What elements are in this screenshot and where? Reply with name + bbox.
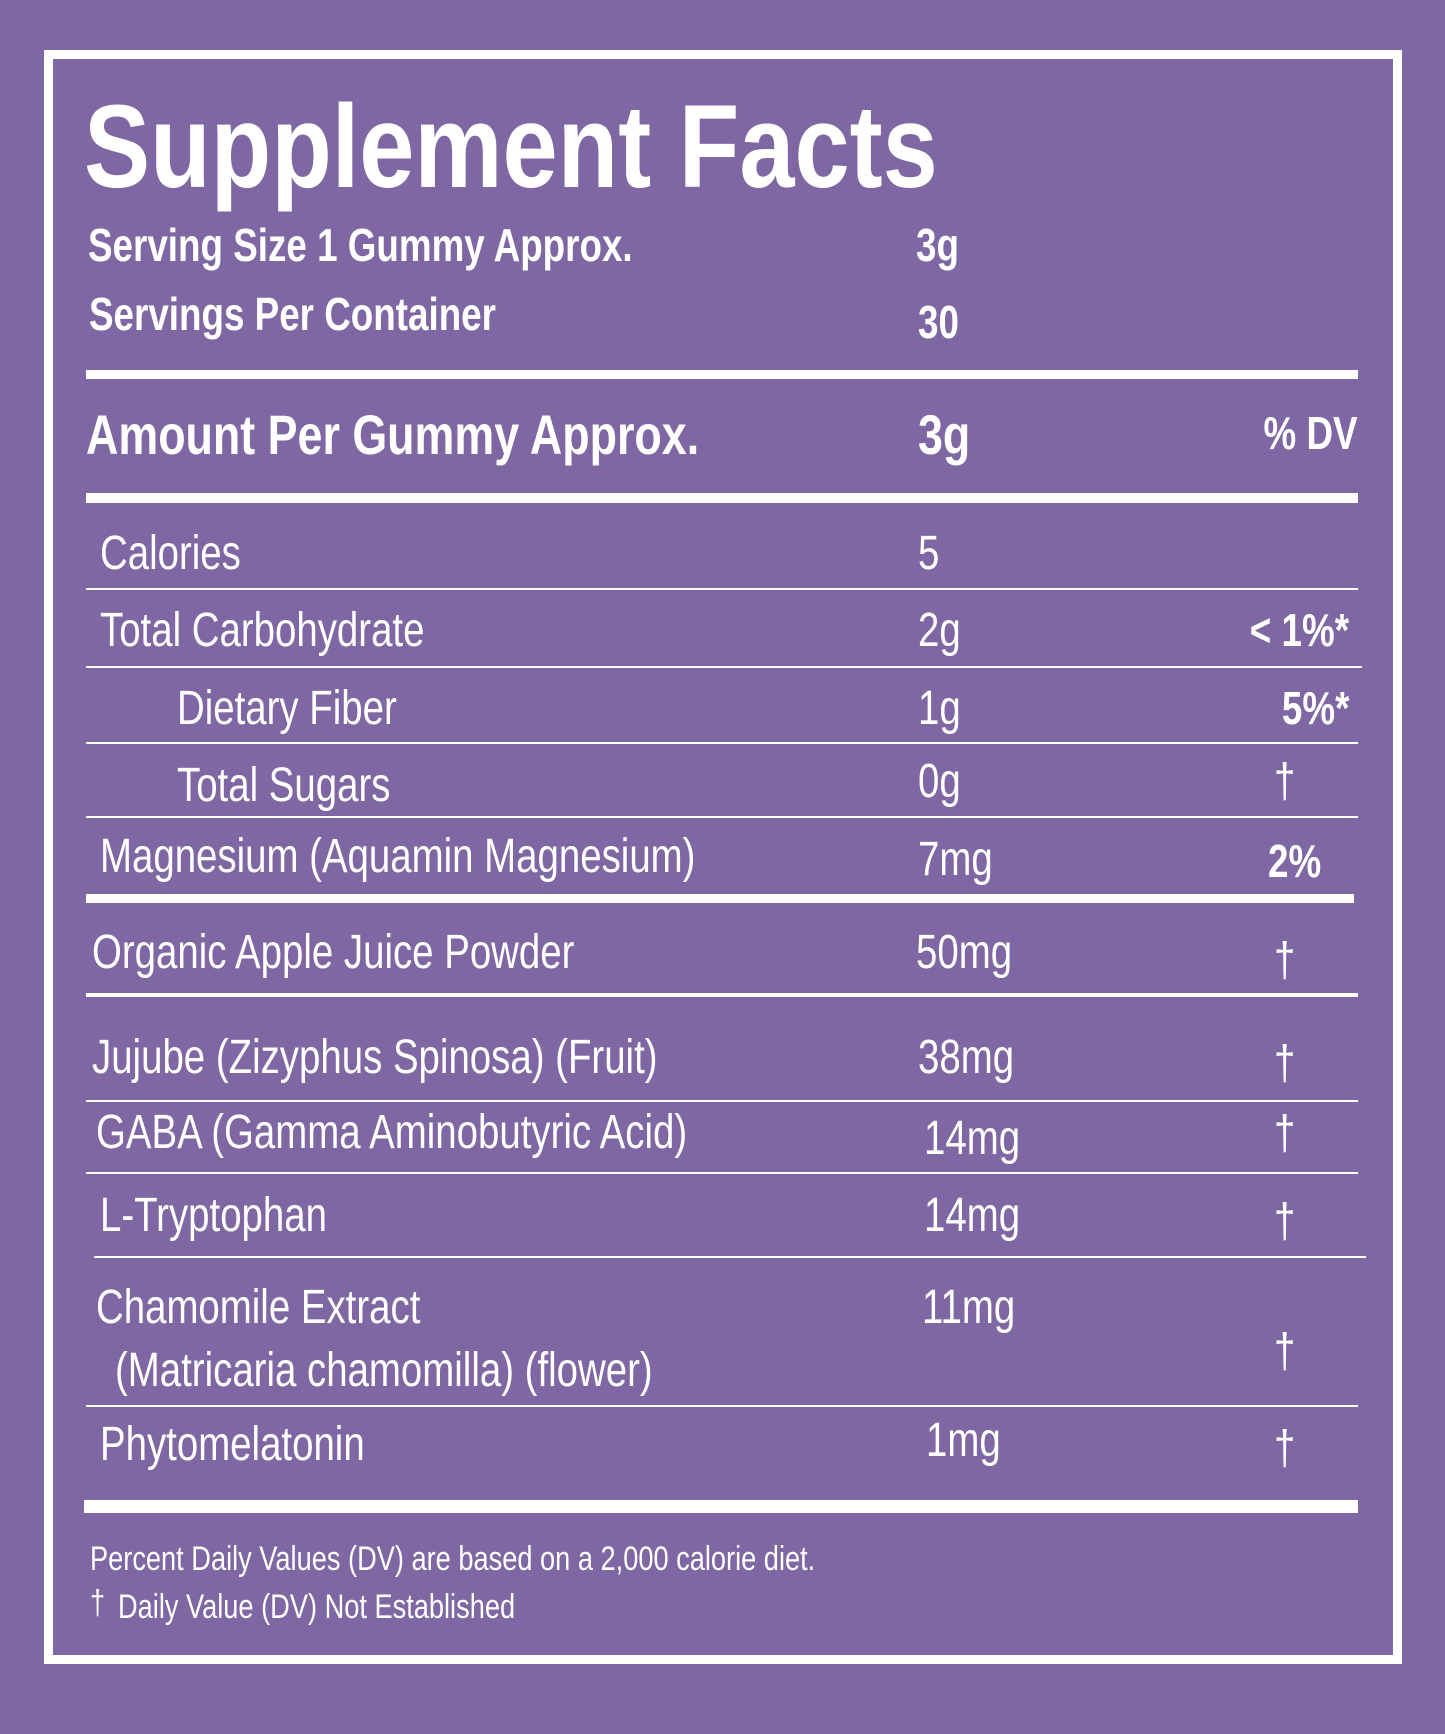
footnote-dagger: Daily Value (DV) Not Established — [118, 1588, 516, 1626]
row-amount: 50mg — [916, 926, 1013, 979]
row-amount: 14mg — [924, 1189, 1021, 1242]
amount-per-value: 3g — [918, 403, 971, 466]
divider — [86, 894, 1354, 903]
row-amount: 1g — [918, 682, 961, 735]
dagger-icon: † — [1274, 1037, 1296, 1090]
footnote-dv: Percent Daily Values (DV) are based on a… — [90, 1540, 816, 1578]
row-label: Jujube (Zizyphus Spinosa) (Fruit) — [92, 1031, 658, 1084]
divider — [86, 493, 1358, 503]
label-border — [44, 50, 1402, 1664]
divider — [86, 993, 1358, 997]
divider — [86, 1172, 1358, 1174]
divider — [86, 1405, 1358, 1407]
dagger-icon: † — [1274, 755, 1296, 808]
divider — [86, 370, 1358, 379]
row-amount: 7mg — [918, 833, 993, 886]
row-label: Phytomelatonin — [100, 1418, 365, 1471]
divider — [86, 816, 1358, 818]
serving-size-label: Serving Size 1 Gummy Approx. — [88, 219, 633, 271]
row-dv: < 1%* — [1249, 604, 1349, 656]
dagger-icon: † — [1274, 1422, 1296, 1475]
divider — [86, 742, 1358, 744]
row-label: Total Carbohydrate — [100, 604, 425, 657]
dagger-icon: † — [1274, 934, 1296, 987]
row-amount: 5 — [918, 527, 940, 580]
row-label: Total Sugars — [177, 759, 391, 812]
row-dv: 5%* — [1281, 682, 1349, 734]
amount-per-label: Amount Per Gummy Approx. — [86, 403, 700, 466]
divider — [86, 666, 1362, 668]
row-label: Chamomile Extract — [96, 1281, 421, 1334]
divider — [86, 588, 1358, 590]
row-label: Organic Apple Juice Powder — [92, 926, 575, 979]
row-amount: 1mg — [926, 1414, 1001, 1467]
row-label: Calories — [100, 527, 241, 580]
divider — [84, 1500, 1358, 1513]
dagger-icon: † — [1274, 1325, 1296, 1378]
servings-per-container-value: 30 — [918, 296, 959, 348]
row-dv: 2% — [1268, 835, 1322, 887]
row-label: Dietary Fiber — [177, 682, 397, 735]
dagger-icon: † — [1274, 1195, 1296, 1248]
row-amount: 11mg — [922, 1281, 1016, 1334]
dagger-icon: † — [1274, 1107, 1296, 1160]
page-title: Supplement Facts — [84, 81, 938, 213]
divider — [94, 1256, 1366, 1258]
row-amount: 14mg — [924, 1112, 1021, 1165]
row-label: GABA (Gamma Aminobutyric Acid) — [96, 1106, 688, 1159]
row-amount: 2g — [918, 604, 961, 657]
row-amount: 0g — [918, 755, 961, 808]
serving-size-value: 3g — [916, 219, 959, 271]
row-label: L-Tryptophan — [100, 1189, 327, 1242]
dv-header: % DV — [1263, 407, 1358, 459]
servings-per-container-label: Servings Per Container — [89, 288, 496, 340]
row-amount: 38mg — [918, 1031, 1015, 1084]
divider — [86, 1100, 1358, 1102]
row-label-line2: (Matricaria chamomilla) (flower) — [115, 1344, 653, 1397]
row-label: Magnesium (Aquamin Magnesium) — [100, 830, 696, 883]
dagger-icon: † — [90, 1584, 106, 1622]
